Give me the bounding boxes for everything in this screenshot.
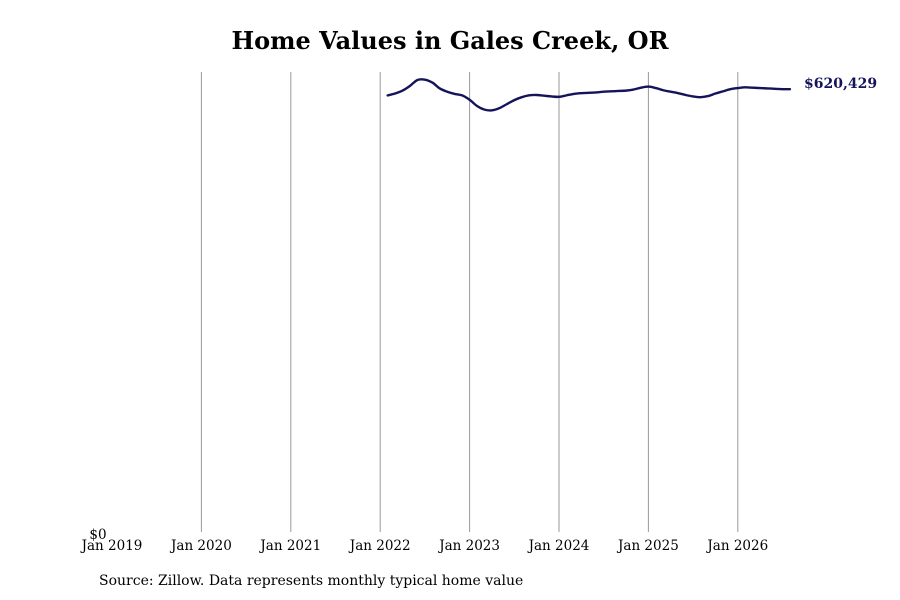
x-tick-label: Jan 2023 xyxy=(437,538,500,554)
x-tick-label: Jan 2021 xyxy=(258,538,321,554)
y-tick-label: $0 xyxy=(89,527,106,543)
x-tick-label: Jan 2024 xyxy=(527,538,590,554)
x-tick-label: Jan 2026 xyxy=(705,538,768,554)
home-value-line xyxy=(386,78,792,112)
x-tick-label: Jan 2020 xyxy=(169,538,232,554)
source-note: Source: Zillow. Data represents monthly … xyxy=(99,573,524,589)
end-value-label: $620,429 xyxy=(804,76,877,92)
x-tick-label: Jan 2025 xyxy=(616,538,679,554)
x-tick-label: Jan 2019 xyxy=(80,538,143,554)
chart-title: Home Values in Gales Creek, OR xyxy=(231,26,669,55)
x-tick-label: Jan 2022 xyxy=(348,538,411,554)
